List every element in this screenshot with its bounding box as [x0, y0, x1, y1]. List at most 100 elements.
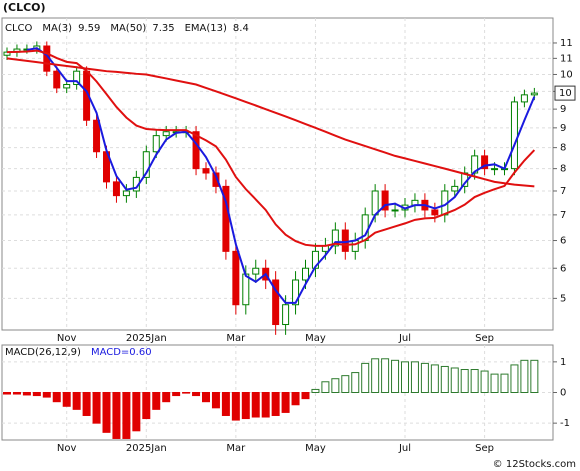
bar [271, 392, 280, 416]
bar [440, 365, 449, 393]
candle-body [302, 267, 309, 281]
legend-value: 9.59 [78, 23, 100, 34]
bar [470, 369, 479, 394]
bar [122, 392, 131, 439]
bar [331, 378, 340, 394]
line-series [26, 47, 536, 304]
candle-body [272, 279, 280, 326]
bar [381, 358, 390, 393]
candle-body [122, 190, 130, 197]
bar [62, 392, 71, 407]
bar [52, 392, 61, 403]
y-tick-label: 1 [560, 357, 566, 368]
candle-body [252, 267, 260, 275]
bar [72, 392, 81, 410]
y-tick-label: 6 [560, 263, 566, 274]
bar [401, 361, 409, 393]
candle-body [53, 70, 61, 89]
bar [32, 392, 41, 397]
candle-body [331, 229, 339, 247]
x-tick-label: May [305, 333, 326, 344]
bar [391, 359, 400, 393]
y-tick-label: 6 [560, 236, 566, 247]
candle-body [242, 273, 250, 306]
legend-label: MA(50) [110, 23, 146, 34]
bar [241, 392, 250, 420]
bar [371, 358, 380, 393]
bar [341, 375, 350, 394]
bar [162, 392, 171, 403]
y-tick-label: 8 [560, 143, 566, 154]
bar [112, 392, 121, 439]
bar [172, 392, 181, 397]
bar [351, 372, 360, 394]
candle-body [212, 172, 220, 187]
y-tick-label: 8 [560, 164, 566, 175]
last-price-box [554, 85, 576, 101]
candle-body [381, 190, 389, 211]
bar [202, 392, 210, 403]
bar [450, 367, 459, 393]
watermark: © 12Stocks.com [493, 459, 576, 470]
x-tick-label: Jul [398, 333, 411, 344]
y-tick-label: 5 [560, 293, 566, 304]
chart-title: (CLCO) [3, 1, 46, 14]
line-series [6, 57, 535, 188]
bar [211, 392, 220, 409]
y-tick-label: 9 [560, 104, 566, 115]
bar [3, 392, 11, 395]
bar [321, 381, 330, 394]
y-tick-label: 0 [560, 388, 566, 399]
candle-body [192, 131, 200, 170]
candle-body [63, 84, 71, 89]
y-tick-label: -1 [560, 418, 570, 429]
legend-label: MA(3) [42, 23, 72, 34]
bar [361, 362, 370, 393]
bar [132, 392, 141, 432]
candle-body [292, 279, 300, 306]
line-series [6, 49, 536, 247]
bar [520, 359, 529, 393]
bar [22, 392, 31, 396]
bar [410, 361, 419, 393]
legend-symbol: CLCO [5, 23, 33, 34]
candle-body [491, 168, 499, 171]
bar [301, 392, 310, 400]
bar [460, 369, 469, 394]
candle-body [152, 135, 160, 153]
bar [510, 364, 519, 393]
candle-body [93, 119, 101, 153]
bar [261, 392, 270, 418]
x-tick-label: 2025Jan [126, 333, 167, 344]
candle-body [520, 94, 528, 103]
y-tick-label: 11 [560, 38, 573, 49]
bar [311, 388, 320, 394]
candle-body [73, 70, 81, 86]
candle-body [351, 240, 359, 252]
bar [530, 359, 539, 393]
bar [420, 362, 429, 393]
last-price-label: 10 [559, 88, 572, 99]
bar [281, 392, 290, 413]
x-tick-label: May [305, 443, 326, 454]
bar [231, 392, 240, 421]
x-tick-label: Jul [398, 443, 411, 454]
candle-body [112, 181, 120, 197]
bar [182, 392, 191, 394]
candle-body [282, 304, 290, 326]
candle-body [142, 151, 150, 178]
x-tick-label: Nov [57, 333, 77, 344]
bar [490, 373, 499, 394]
x-tick-label: Sep [475, 333, 494, 344]
bar [192, 392, 201, 397]
macd-title: MACD(26,12,9) [5, 347, 81, 358]
x-tick-label: Sep [475, 443, 494, 454]
bar [430, 364, 439, 393]
candle-body [530, 92, 538, 96]
x-tick-label: Nov [57, 443, 77, 454]
bar [221, 392, 230, 416]
candle-body [371, 190, 379, 216]
candle-body [341, 229, 349, 252]
bar [142, 392, 151, 420]
macd-value: MACD=0.60 [91, 347, 152, 358]
